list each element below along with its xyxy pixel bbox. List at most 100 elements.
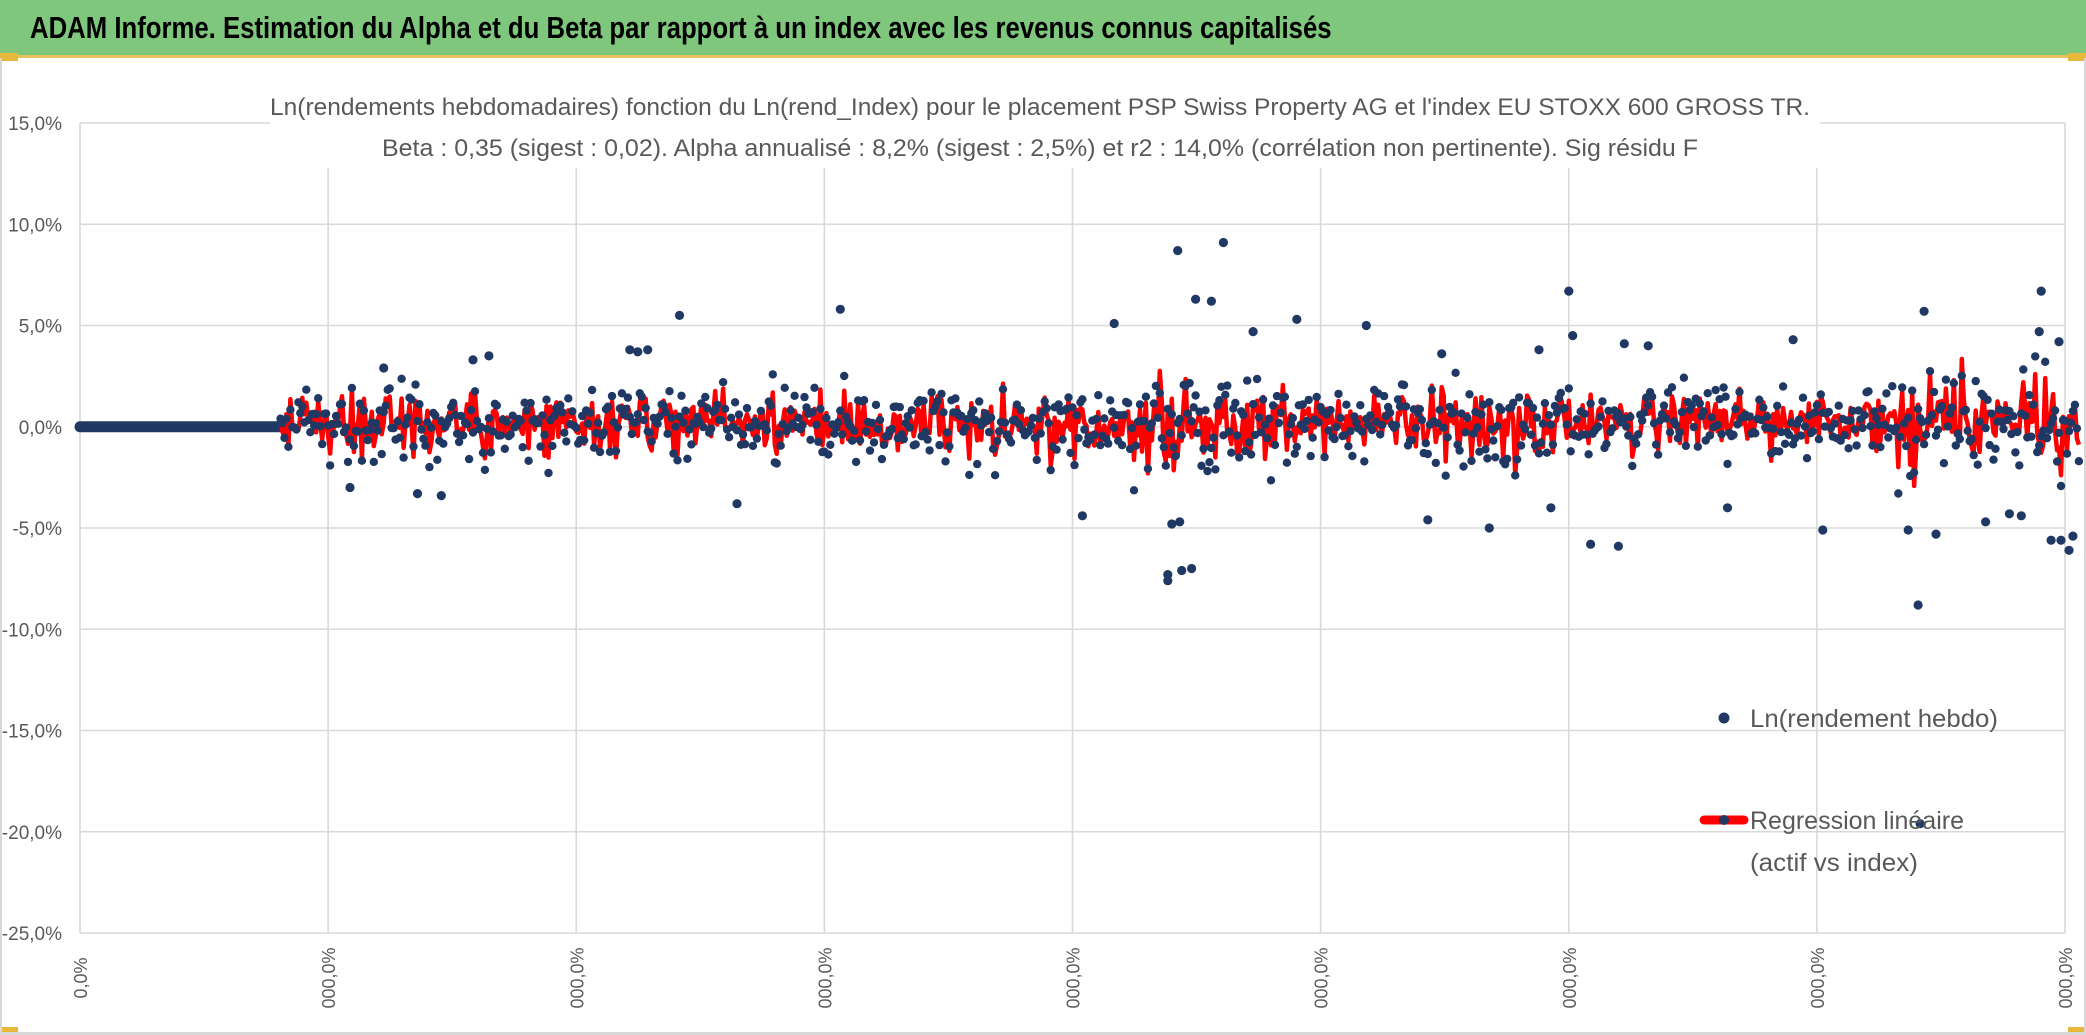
data-point <box>1933 425 1943 434</box>
data-point <box>572 423 581 432</box>
title-background <box>270 82 1820 168</box>
data-point <box>1614 409 1623 418</box>
data-point <box>808 408 817 417</box>
data-point <box>1119 410 1129 420</box>
data-point-outlier <box>1187 563 1197 574</box>
data-point <box>790 391 799 400</box>
data-point <box>855 436 865 445</box>
data-point <box>1106 396 1115 405</box>
data-point <box>536 442 545 451</box>
data-point <box>353 427 363 436</box>
y-tick-label: 5,0% <box>19 317 62 338</box>
data-point <box>425 462 434 472</box>
data-point <box>1961 405 1971 415</box>
data-point <box>409 442 418 451</box>
data-point <box>1957 371 1967 380</box>
data-point <box>1677 407 1687 417</box>
data-point <box>1814 435 1824 444</box>
data-point <box>1054 400 1063 409</box>
data-point-outlier <box>1206 296 1216 306</box>
data-point <box>621 404 631 414</box>
data-point <box>1147 419 1157 428</box>
data-point <box>385 384 394 393</box>
data-point <box>742 403 752 413</box>
data-point <box>816 404 825 414</box>
data-point <box>500 444 509 453</box>
data-point-outlier <box>345 482 355 493</box>
data-point <box>1512 455 1522 464</box>
data-point <box>1302 416 1311 426</box>
data-point <box>1080 425 1089 434</box>
data-point <box>1552 408 1562 417</box>
data-point <box>1110 423 1119 432</box>
data-point <box>1435 405 1444 415</box>
data-point <box>492 401 501 410</box>
data-point <box>992 436 1002 446</box>
data-point <box>558 408 567 417</box>
data-point <box>1911 435 1921 444</box>
data-point-outlier <box>1919 306 1929 316</box>
data-point <box>472 416 482 425</box>
data-point <box>752 434 762 443</box>
data-point <box>961 423 970 433</box>
data-point <box>1532 413 1542 422</box>
data-point <box>859 396 869 405</box>
data-point <box>318 439 327 449</box>
data-point-outlier <box>484 351 494 361</box>
data-point-outlier <box>1191 294 1201 304</box>
data-point <box>1707 413 1716 422</box>
data-point <box>1526 430 1536 439</box>
data-point <box>1433 419 1442 428</box>
legend: Ln(rendement hebdo) Regression linéaire … <box>1699 705 1998 877</box>
data-point <box>1090 430 1099 439</box>
data-point <box>865 446 875 455</box>
data-point <box>454 437 464 447</box>
data-point <box>969 406 978 415</box>
data-point <box>1981 423 1990 433</box>
data-point <box>1983 395 1992 404</box>
data-point-outlier <box>2046 535 2056 545</box>
data-point <box>564 394 573 403</box>
data-point <box>1711 385 1720 395</box>
x-tick-label: 000,0% <box>1064 947 1084 1008</box>
data-point <box>1417 415 1427 425</box>
data-point <box>1135 400 1145 409</box>
data-point <box>921 427 930 437</box>
data-point <box>822 413 831 423</box>
data-point <box>2068 406 2078 416</box>
data-point <box>971 415 980 425</box>
data-point <box>1280 392 1290 401</box>
data-point <box>1860 411 1869 420</box>
data-point <box>1000 418 1010 427</box>
data-point <box>1989 455 1998 464</box>
data-point <box>1427 385 1437 395</box>
data-point <box>1745 412 1754 421</box>
report-banner: ADAM Informe. Estimation du Alpha et du … <box>0 0 2086 58</box>
data-point <box>1810 408 1820 417</box>
data-point <box>683 454 692 463</box>
data-point <box>1391 421 1401 430</box>
data-point <box>1975 417 1984 426</box>
data-point <box>873 425 883 434</box>
data-point <box>538 411 547 420</box>
data-point <box>403 413 412 422</box>
data-point <box>1854 406 1863 415</box>
data-point <box>333 419 343 428</box>
data-point <box>1026 421 1036 430</box>
data-point <box>2009 412 2018 421</box>
data-point <box>1824 407 1834 417</box>
data-point <box>1258 395 1268 404</box>
data-point-outlier <box>1913 600 1923 610</box>
data-point <box>1187 417 1196 426</box>
data-point <box>1834 401 1843 410</box>
data-point-outlier <box>1361 320 1371 331</box>
data-point <box>675 412 684 421</box>
data-point <box>1074 433 1083 443</box>
data-point <box>1969 450 1978 460</box>
data-point <box>1483 454 1492 463</box>
data-point <box>1721 392 1730 401</box>
data-point <box>1665 428 1675 437</box>
data-point <box>1542 448 1552 457</box>
data-point <box>1227 448 1236 457</box>
data-point <box>1256 428 1266 437</box>
